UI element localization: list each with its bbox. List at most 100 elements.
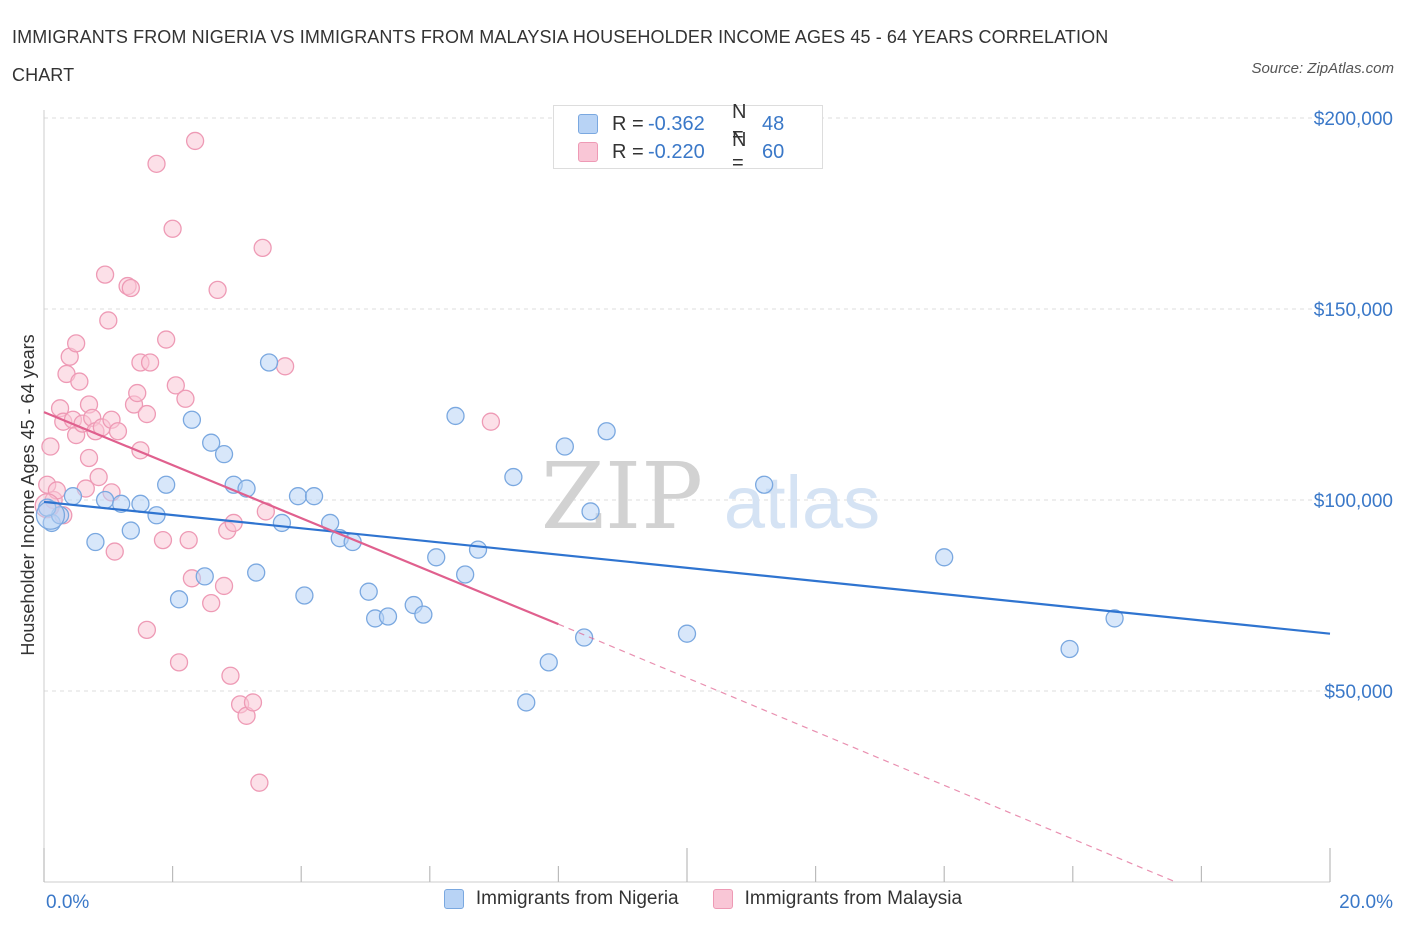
nigeria-point xyxy=(517,693,536,712)
nigeria-point xyxy=(182,410,202,429)
malaysia-point xyxy=(70,372,89,391)
malaysia-point xyxy=(176,389,195,408)
nigeria-point xyxy=(935,548,954,567)
x-tick-label: 0.0% xyxy=(46,892,89,913)
nigeria-point xyxy=(597,422,616,441)
nigeria-point xyxy=(288,487,308,506)
source-label: Source: ZipAtlas.com xyxy=(1251,60,1394,77)
stats-legend: R = -0.362 N = 48 R = -0.220 N = 60 xyxy=(553,101,823,174)
nigeria-point xyxy=(456,565,475,584)
series-legend-nigeria[interactable]: Immigrants from Nigeria xyxy=(443,888,679,910)
malaysia-points xyxy=(34,131,501,792)
series-swatch-malaysia xyxy=(712,889,733,909)
nigeria-point xyxy=(95,490,115,510)
nigeria-point xyxy=(157,475,176,494)
legend-swatch-malaysia xyxy=(578,142,598,162)
legend-r-label: R = xyxy=(612,112,644,135)
nigeria-point xyxy=(259,353,279,372)
nigeria-point xyxy=(555,437,574,456)
nigeria-point xyxy=(359,582,378,601)
malaysia-point xyxy=(121,278,140,298)
nigeria-point xyxy=(195,567,214,586)
malaysia-point xyxy=(89,467,108,487)
nigeria-point xyxy=(1060,639,1079,659)
nigeria-point xyxy=(131,494,150,513)
malaysia-point xyxy=(105,542,124,561)
nigeria-point xyxy=(378,607,398,626)
nigeria-point xyxy=(112,494,131,513)
series-legend: Immigrants from Nigeria Immigrants from … xyxy=(0,888,1406,910)
nigeria-point xyxy=(63,487,83,506)
nigeria-point xyxy=(468,540,488,559)
malaysia-point xyxy=(95,265,115,284)
nigeria-point xyxy=(446,406,465,426)
malaysia-point xyxy=(41,437,60,456)
y-axis-label: Householder Income Ages 45 - 64 years xyxy=(18,334,38,655)
nigeria-point xyxy=(677,624,697,643)
nigeria-point-cluster xyxy=(35,500,66,530)
nigeria-point xyxy=(272,513,292,533)
axis-layer xyxy=(43,110,1331,883)
malaysia-point xyxy=(147,154,166,173)
nigeria-point xyxy=(581,502,600,521)
malaysia-point xyxy=(179,530,198,550)
malaysia-point xyxy=(481,412,501,431)
malaysia-point xyxy=(140,353,160,372)
nigeria-point xyxy=(247,563,266,582)
watermark-atlas: atlas xyxy=(724,461,880,544)
malaysia-point xyxy=(185,131,205,151)
malaysia-point xyxy=(214,576,234,596)
nigeria-point xyxy=(755,475,774,494)
malaysia-point xyxy=(169,653,189,672)
malaysia-point xyxy=(163,219,182,238)
nigeria-point xyxy=(320,513,340,533)
malaysia-point xyxy=(208,280,227,300)
nigeria-points xyxy=(35,353,1124,712)
malaysia-point xyxy=(128,383,147,403)
malaysia-point xyxy=(202,593,221,613)
legend-r-label: R = xyxy=(612,140,644,163)
x-tick-label: 20.0% xyxy=(1339,892,1393,913)
legend-r-value-malaysia: -0.220 xyxy=(648,140,705,163)
nigeria-point xyxy=(169,590,189,609)
malaysia-point xyxy=(166,376,185,395)
nigeria-point xyxy=(214,445,234,464)
nigeria-point xyxy=(86,532,105,552)
legend-n-value-malaysia: 60 xyxy=(762,140,785,163)
malaysia-point xyxy=(243,693,263,712)
nigeria-point xyxy=(121,521,140,540)
nigeria-point xyxy=(202,433,221,452)
series-name-malaysia: Immigrants from Malaysia xyxy=(744,888,963,909)
legend-r-value-nigeria: -0.362 xyxy=(648,112,705,135)
malaysia-point xyxy=(221,666,240,685)
y-tick-label: $200,000 xyxy=(1314,109,1393,130)
watermark-zip: ZIP xyxy=(541,443,703,550)
malaysia-point xyxy=(108,422,128,441)
malaysia-point xyxy=(250,773,269,792)
nigeria-trendline xyxy=(43,500,1331,635)
nigeria-point xyxy=(147,506,166,525)
y-tick-label: $100,000 xyxy=(1314,491,1393,512)
series-name-nigeria: Immigrants from Nigeria xyxy=(475,888,679,909)
malaysia-point xyxy=(275,357,295,376)
nigeria-point xyxy=(1105,609,1124,628)
malaysia-trendline xyxy=(43,411,559,626)
malaysia-point xyxy=(67,334,86,353)
grid-layer xyxy=(44,117,1330,692)
malaysia-point xyxy=(99,311,118,330)
trend-layer xyxy=(43,411,1331,883)
malaysia-point xyxy=(137,620,157,640)
nigeria-point xyxy=(504,467,523,487)
malaysia-trendline-extension xyxy=(558,623,1176,883)
nigeria-point xyxy=(414,605,433,624)
nigeria-point xyxy=(295,586,314,605)
y-tick-label: $150,000 xyxy=(1314,300,1393,321)
series-legend-malaysia[interactable]: Immigrants from Malaysia xyxy=(712,888,963,910)
y-tick-label: $50,000 xyxy=(1324,682,1393,703)
legend-row-malaysia: R = -0.220 N = 60 xyxy=(578,129,785,174)
malaysia-point xyxy=(157,330,176,349)
nigeria-point xyxy=(539,653,558,672)
malaysia-point xyxy=(79,448,99,468)
legend-n-label: N = xyxy=(732,101,747,146)
